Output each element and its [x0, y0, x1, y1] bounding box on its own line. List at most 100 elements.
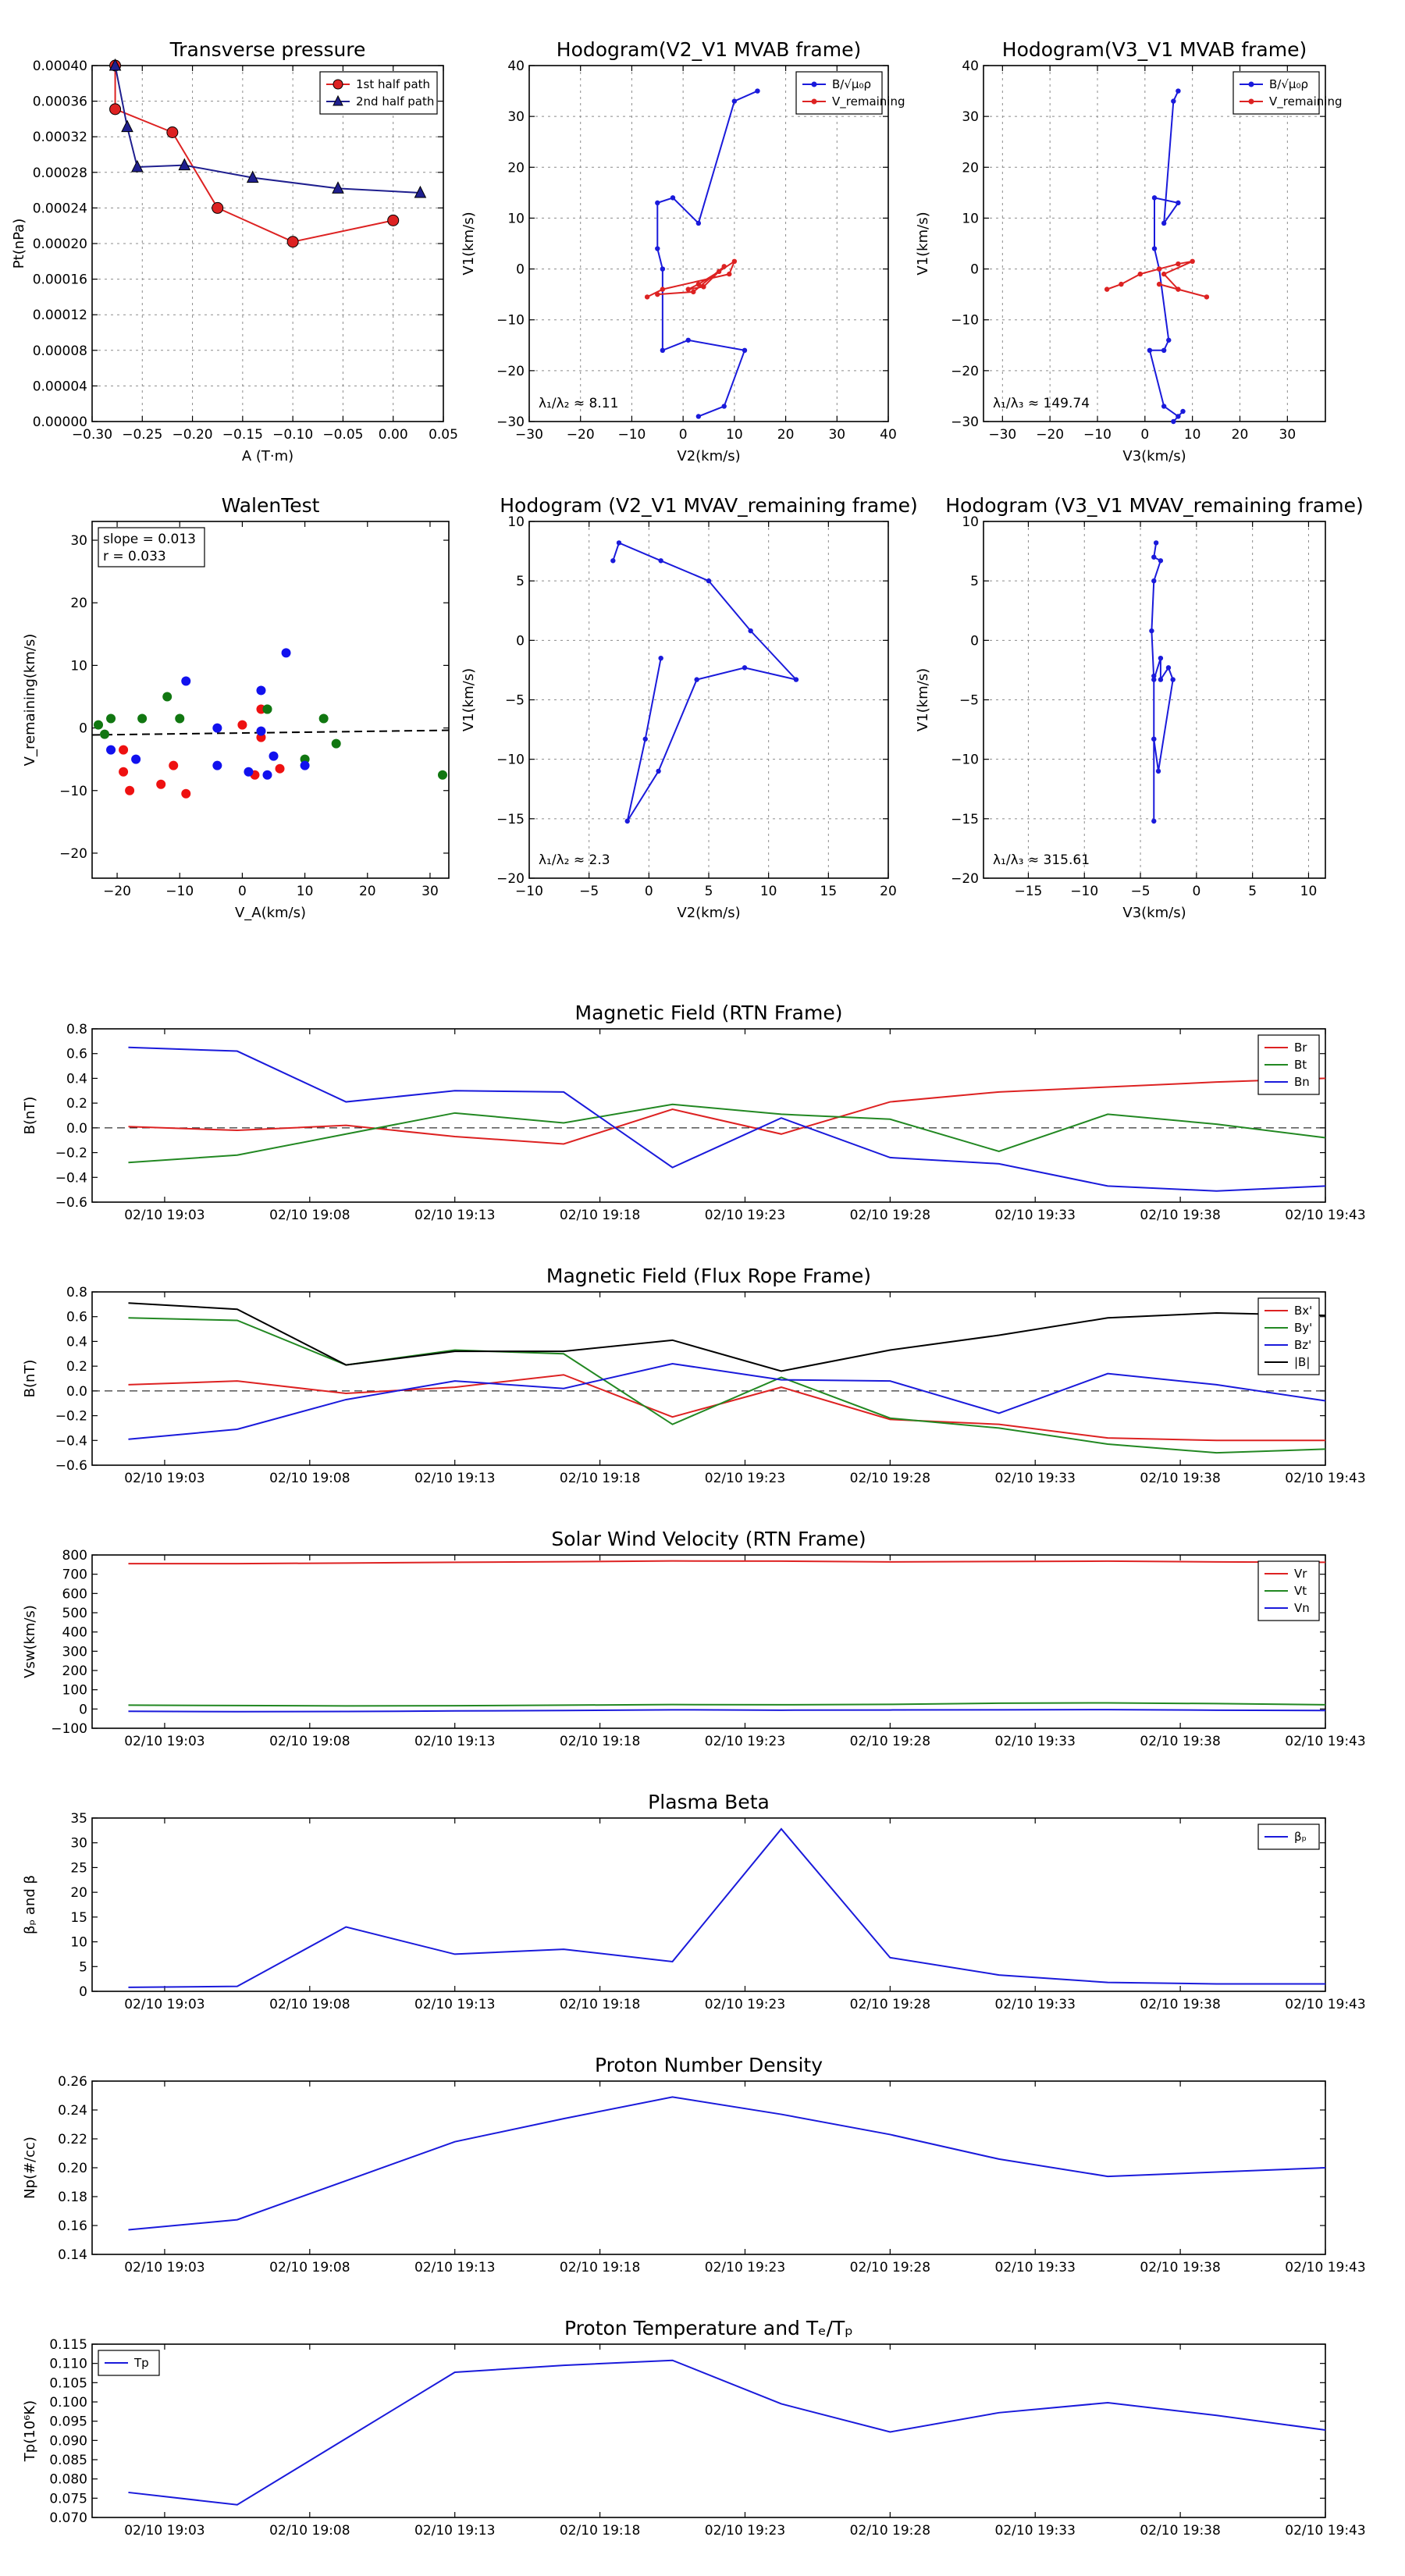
- tp-xtick-label: −0.15: [222, 427, 263, 443]
- h2-legend-marker: [1248, 81, 1254, 87]
- mf_rtn-xtick-label: 02/10 19:33: [995, 1208, 1076, 1223]
- tp-legend-marker: [333, 94, 343, 106]
- tp_t-xtick-label: 02/10 19:23: [705, 2523, 785, 2539]
- walen-point: [256, 685, 266, 696]
- h1-point: [644, 294, 650, 300]
- h1-ylabel: V1(km/s): [461, 212, 477, 275]
- tp-point: [178, 158, 191, 171]
- h4-point: [1151, 673, 1157, 679]
- sw-xtick-label: 02/10 19:23: [705, 1734, 785, 1749]
- mf_fr-xtick-label: 02/10 19:28: [850, 1471, 930, 1486]
- h1-point: [670, 195, 676, 201]
- walen-point: [275, 763, 285, 774]
- h3-ytick-label: 0: [516, 633, 525, 649]
- tp_t-xtick-label: 02/10 19:28: [850, 2523, 930, 2539]
- h4-point: [1149, 628, 1154, 634]
- h3-ytick-label: −10: [496, 753, 525, 768]
- tp_t-ytick-label: 0.115: [49, 2337, 87, 2353]
- h4-point: [1151, 736, 1157, 742]
- sw-xtick-label: 02/10 19:08: [269, 1734, 350, 1749]
- sw-ytick-label: −100: [51, 1721, 87, 1737]
- tp-ytick-label: 0.00024: [33, 201, 87, 216]
- h4-point: [1151, 554, 1157, 560]
- h1-ytick-label: −20: [496, 364, 525, 379]
- h1-point: [695, 281, 702, 287]
- h4-point: [1170, 677, 1176, 682]
- walen-point: [300, 760, 310, 770]
- walen-point: [212, 723, 222, 733]
- beta-xtick-label: 02/10 19:38: [1140, 1997, 1220, 2012]
- mf_rtn-xtick-label: 02/10 19:28: [850, 1208, 930, 1223]
- h3-frame: [528, 521, 889, 879]
- beta-xtick-label: 02/10 19:33: [995, 1997, 1076, 2012]
- tp-legend-marker: [333, 79, 343, 90]
- h3-point: [742, 665, 748, 671]
- h4-frame: [983, 521, 1326, 879]
- h1-point: [685, 286, 691, 292]
- h1-point: [691, 289, 696, 295]
- mf_rtn-title: Magnetic Field (RTN Frame): [575, 1002, 843, 1024]
- walen-xtick-label: 0: [238, 884, 247, 899]
- walen-point: [318, 713, 329, 724]
- sw-ylabel: Vsw(km/s): [22, 1605, 38, 1678]
- sw-xtick-label: 02/10 19:38: [1140, 1734, 1220, 1749]
- tp-series-line: [114, 66, 393, 243]
- h3-point: [610, 558, 616, 564]
- tp_t-series-Tp: [128, 2359, 1326, 2506]
- tp_t-title: Proton Temperature and Tₑ/Tₚ: [564, 2317, 853, 2339]
- h4-point: [1151, 818, 1157, 824]
- walen-point: [94, 720, 104, 730]
- beta-xtick-label: 02/10 19:18: [560, 1997, 640, 2012]
- h1-point: [742, 347, 748, 353]
- np-title: Proton Number Density: [595, 2054, 823, 2076]
- h2-legend-label: B/√μ₀ρ: [1269, 77, 1308, 91]
- tp_t-ytick-label: 0.080: [49, 2472, 87, 2488]
- np-xtick-label: 02/10 19:18: [560, 2260, 640, 2275]
- walen-point: [262, 770, 272, 780]
- np-ytick-label: 0.16: [58, 2218, 87, 2234]
- h2-point: [1156, 281, 1162, 287]
- h3-point: [624, 818, 630, 824]
- h2-ytick-label: −30: [951, 415, 979, 430]
- tp_t-xtick-label: 02/10 19:38: [1140, 2523, 1220, 2539]
- beta-xtick-label: 02/10 19:13: [414, 1997, 495, 2012]
- sw-frame: [91, 1554, 1326, 1729]
- h2-point: [1176, 286, 1181, 292]
- h4-ytick-label: 0: [970, 633, 979, 649]
- h1-ytick-label: −10: [496, 313, 525, 329]
- tp_t-xtick-label: 02/10 19:13: [414, 2523, 495, 2539]
- h3-xtick-label: −5: [579, 884, 599, 899]
- walen-point: [156, 779, 166, 789]
- h4-xtick-label: 5: [1248, 884, 1257, 899]
- h4-ylabel: V1(km/s): [915, 668, 931, 731]
- beta-ytick-label: 0: [79, 1984, 87, 2000]
- walen-stat: r = 0.033: [103, 549, 166, 564]
- h1-ytick-label: −30: [496, 415, 525, 430]
- np-series-Np: [128, 2096, 1326, 2231]
- chart-h3: Hodogram (V2_V1 MVAV_remaining frame) −10…: [461, 494, 918, 921]
- tp-point: [131, 159, 144, 173]
- chart-mf_fr: Magnetic Field (Flux Rope Frame) 02/10 19…: [22, 1265, 1366, 1486]
- h2-ytick-label: 0: [970, 262, 979, 278]
- np-xtick-label: 02/10 19:08: [269, 2260, 350, 2275]
- h1-point: [727, 271, 732, 277]
- h3-point: [793, 677, 799, 682]
- mf_rtn-ytick-label: 0.2: [66, 1096, 87, 1112]
- tp-ytick-label: 0.00012: [33, 308, 87, 323]
- walen-point: [137, 713, 148, 724]
- h2-xlabel: V3(km/s): [1122, 448, 1186, 464]
- h1-point: [731, 98, 738, 104]
- h1-point: [731, 258, 738, 264]
- h1-xtick-label: 40: [880, 427, 897, 443]
- h3-point: [658, 558, 663, 564]
- h3-point: [706, 578, 712, 584]
- h1-xtick-label: 20: [777, 427, 795, 443]
- mf_fr-ytick-label: 0.2: [66, 1359, 87, 1375]
- np-xtick-label: 02/10 19:33: [995, 2260, 1076, 2275]
- h2-point: [1180, 408, 1186, 415]
- h1-legend-label: B/√μ₀ρ: [832, 77, 871, 91]
- walen-xlabel: V_A(km/s): [235, 905, 306, 921]
- mf_fr-xtick-label: 02/10 19:08: [269, 1471, 350, 1486]
- h4-xtick-label: −15: [1014, 884, 1042, 899]
